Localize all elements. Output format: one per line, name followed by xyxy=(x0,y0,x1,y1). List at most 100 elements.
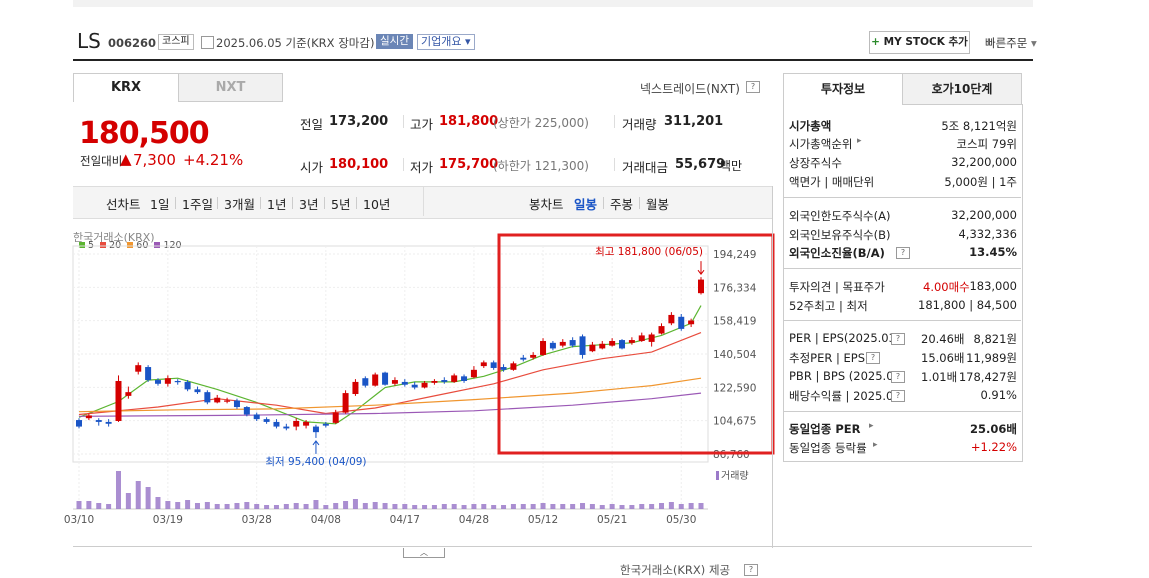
rank-row[interactable]: 시가총액순위 ▸ 코스피 79위 xyxy=(789,136,1017,151)
tab-order-book[interactable]: 호가10단계 xyxy=(902,73,1022,105)
divider xyxy=(292,197,293,209)
candle-body xyxy=(579,336,586,355)
x-tick-label: 03/19 xyxy=(153,514,183,526)
candle-body xyxy=(283,426,290,429)
candle-body xyxy=(411,384,418,388)
help-icon[interactable]: ? xyxy=(891,390,905,402)
period-1w[interactable]: 1주일 xyxy=(182,197,213,212)
company-info-button[interactable]: 기업개요 ▾ xyxy=(417,34,475,50)
my-stock-button[interactable]: + MY STOCK 추가 xyxy=(869,31,970,54)
type-weekly[interactable]: 주봉 xyxy=(610,197,634,212)
arrow-right-icon: ▸ xyxy=(873,440,878,450)
help-icon[interactable]: ? xyxy=(896,247,910,259)
volume-legend-swatch xyxy=(716,471,719,480)
nextrade-link[interactable]: 넥스트레이드(NXT) xyxy=(640,82,740,96)
volume-bar xyxy=(619,505,625,509)
period-10y[interactable]: 10년 xyxy=(363,197,391,212)
volume-bar xyxy=(214,504,220,509)
type-monthly[interactable]: 월봉 xyxy=(646,197,670,212)
volume-bar xyxy=(352,499,358,509)
current-price: 180,500 xyxy=(79,116,210,151)
x-tick-label: 05/21 xyxy=(597,514,627,526)
tab-nxt[interactable]: NXT xyxy=(178,73,283,102)
candle-body xyxy=(135,365,142,372)
candle-body xyxy=(391,380,398,384)
period-3m[interactable]: 3개월 xyxy=(224,197,255,212)
candle-body xyxy=(510,363,517,370)
candle-body xyxy=(243,407,250,415)
pbr-row: PBR | BPS (2025.03)? 1.01배 178,427원 xyxy=(789,369,1017,384)
candle-body xyxy=(431,380,438,383)
divider xyxy=(783,320,1021,321)
stock-name: LS xyxy=(77,29,101,53)
tab-krx[interactable]: KRX xyxy=(73,73,179,102)
candle-body xyxy=(214,397,221,403)
candle-body xyxy=(293,420,300,427)
tab-invest-info[interactable]: 투자정보 xyxy=(783,73,903,105)
candle-body xyxy=(698,279,704,294)
sector-rate-row[interactable]: 동일업종 등락률 ▸ +1.22% xyxy=(789,440,1017,455)
candle-body xyxy=(322,423,329,426)
help-icon[interactable]: ? xyxy=(891,371,905,383)
candle-body xyxy=(352,381,359,395)
arrow-right-icon: ▸ xyxy=(857,136,862,146)
y-tick-label: 194,249 xyxy=(713,249,756,261)
realtime-badge[interactable]: 실시간 xyxy=(376,34,413,49)
candle-body xyxy=(233,400,240,408)
volume-bar xyxy=(234,503,240,509)
dropdown-arrow-icon: ▾ xyxy=(1027,36,1037,50)
prev-close-value: 173,200 xyxy=(329,114,389,129)
volume-bar xyxy=(313,500,319,509)
divider xyxy=(217,197,218,209)
week52-row: 52주최고 | 최저 181,800 | 84,500 xyxy=(789,298,1017,313)
candle-body xyxy=(500,367,507,370)
candle-body xyxy=(263,419,270,422)
period-1y[interactable]: 1년 xyxy=(267,197,287,212)
volume-bar xyxy=(333,503,339,509)
collapse-chevron-icon[interactable]: ︿ xyxy=(403,548,445,558)
low-value: 175,700 xyxy=(439,157,499,172)
candle-body xyxy=(520,357,527,360)
volume-bar xyxy=(530,504,536,509)
x-tick-label: 04/17 xyxy=(390,514,420,526)
period-1d[interactable]: 1일 xyxy=(150,197,170,212)
help-icon[interactable]: ? xyxy=(746,81,760,93)
volume-bar xyxy=(106,504,112,509)
x-tick-label: 04/28 xyxy=(459,514,489,526)
candle-body xyxy=(174,380,181,383)
candle-body xyxy=(382,372,389,385)
y-tick-label: 104,675 xyxy=(713,416,756,428)
high-label: 고가 xyxy=(410,117,434,132)
high-value: 181,800 xyxy=(439,114,499,129)
sector-per-row[interactable]: 동일업종 PER ▸ 25.06배 xyxy=(789,421,1017,436)
volume-label: 거래량 xyxy=(622,117,657,132)
period-line-chart[interactable]: 선차트 xyxy=(106,197,141,212)
candle-body xyxy=(470,369,477,378)
candle-chart-label[interactable]: 봉차트 xyxy=(529,197,564,212)
help-icon[interactable]: ? xyxy=(744,564,758,576)
date-text: 2025.06.05 기준(KRX 장마감) xyxy=(216,36,375,50)
y-tick-label: 86,760 xyxy=(713,449,750,461)
candle-body xyxy=(559,341,566,346)
type-daily[interactable]: 일봉 xyxy=(574,197,598,212)
volume-bar xyxy=(451,504,457,509)
quick-order-link[interactable]: 빠른주문 ▾ xyxy=(985,36,1037,50)
x-tick-label: 05/12 xyxy=(528,514,558,526)
volume-bar xyxy=(412,505,418,509)
volume-bar xyxy=(698,503,704,509)
volume-bar xyxy=(224,504,230,509)
high-annotation: 최고 181,800 (06/05) xyxy=(595,246,703,258)
volume-bar xyxy=(125,493,131,509)
header-divider xyxy=(73,59,1033,61)
period-3y[interactable]: 3년 xyxy=(299,197,319,212)
divider xyxy=(260,197,261,209)
volume-bar xyxy=(659,503,665,509)
volume-bar xyxy=(402,504,408,509)
period-5y[interactable]: 5년 xyxy=(331,197,351,212)
volume-value: 311,201 xyxy=(664,114,724,129)
help-icon[interactable]: ? xyxy=(891,333,905,345)
volume-bar xyxy=(392,504,398,509)
candle-body xyxy=(115,380,122,421)
par-row: 액면가 | 매매단위 5,000원 | 1주 xyxy=(789,175,1017,189)
help-icon[interactable]: ? xyxy=(866,352,880,364)
